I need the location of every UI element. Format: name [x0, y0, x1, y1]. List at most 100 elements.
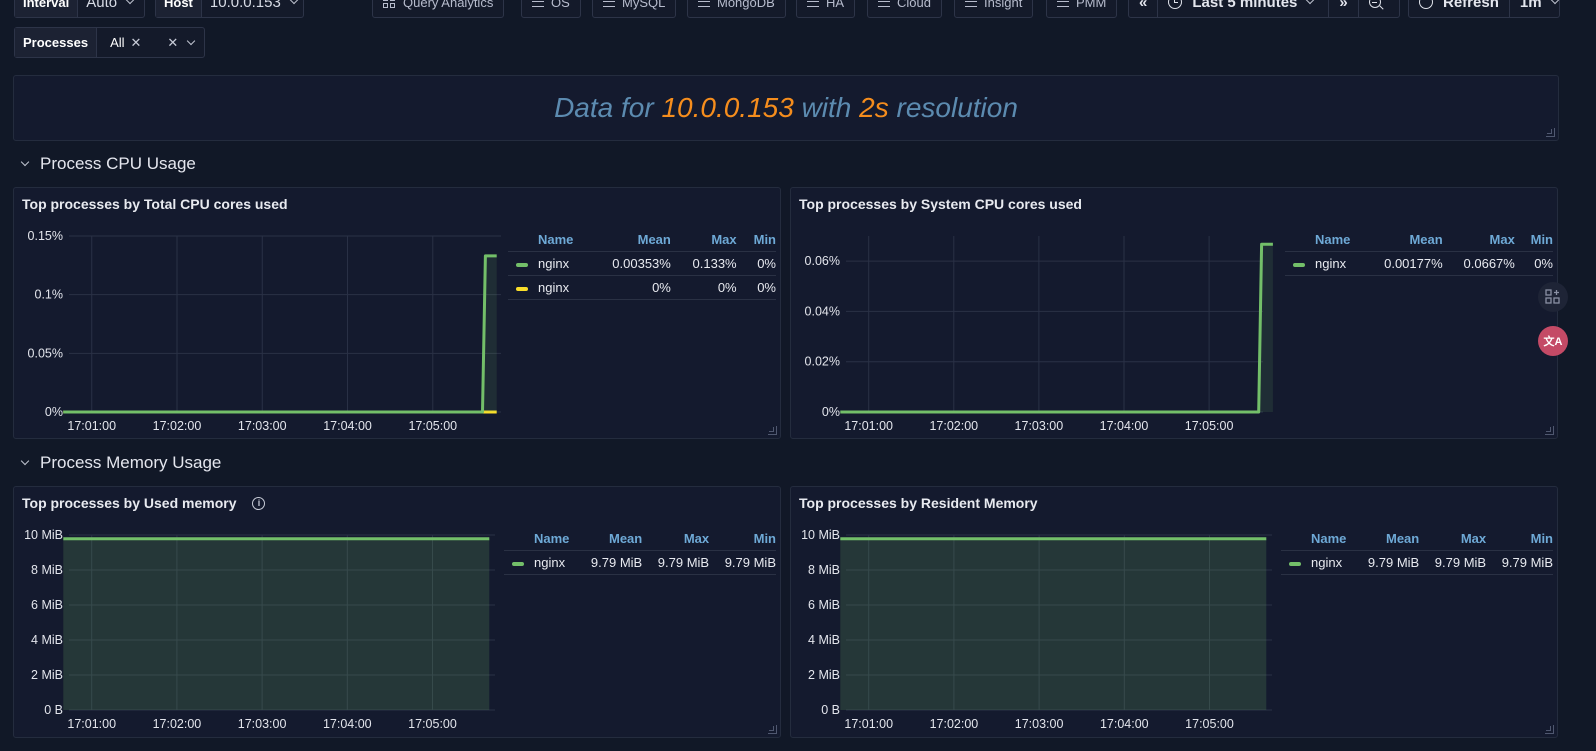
translate-glyph: 文A	[1543, 336, 1563, 348]
row-title: Process CPU Usage	[40, 154, 196, 173]
nav-mongodb[interactable]: MongoDB	[687, 0, 786, 18]
x-tick-label: 17:01:00	[844, 419, 893, 433]
interval-label: Interval	[15, 0, 79, 17]
legend-header-min[interactable]: Min	[1514, 228, 1553, 252]
refresh-button[interactable]: Refresh	[1409, 0, 1510, 17]
legend-header-name[interactable]: Name	[1281, 527, 1353, 551]
legend-series-name[interactable]: nginx	[508, 251, 588, 276]
legend-header-mean[interactable]: Mean	[587, 228, 671, 252]
legend-row[interactable]: nginx 0% 0% 0%	[508, 275, 776, 300]
legend-table: Name Mean Max Min nginx 0.00177% 0.0667% 0%	[1285, 228, 1553, 276]
nav-label: MySQL	[622, 0, 666, 10]
legend-header-row: Name Mean Max Min	[1281, 527, 1553, 551]
chevron-down-icon	[1306, 0, 1315, 5]
clear-icon[interactable]: ✕	[167, 34, 179, 50]
interval-selector[interactable]: Interval Auto	[14, 0, 145, 18]
banner-text: resolution	[888, 92, 1018, 123]
legend-series-name[interactable]: nginx	[1281, 550, 1353, 575]
refresh-interval-picker[interactable]: 1m	[1510, 0, 1568, 17]
y-tick-label: 4 MiB	[31, 633, 63, 647]
nav-cloud[interactable]: Cloud	[867, 0, 942, 18]
legend-header-min[interactable]: Min	[1486, 527, 1553, 551]
host-label: Host	[156, 0, 202, 17]
legend-row[interactable]: nginx 9.79 MiB 9.79 MiB 9.79 MiB	[504, 550, 776, 575]
info-icon[interactable]: i	[252, 496, 266, 510]
grid-icon	[383, 0, 396, 9]
legend-header-max[interactable]: Max	[1419, 527, 1487, 551]
legend-header-name[interactable]: Name	[1285, 228, 1362, 252]
x-tick-label: 17:01:00	[67, 717, 116, 731]
legend-header-mean[interactable]: Mean	[1352, 527, 1420, 551]
remove-chip-icon[interactable]: ✕	[130, 34, 142, 50]
resize-handle[interactable]	[1545, 725, 1554, 734]
legend-series-name[interactable]: nginx	[1285, 251, 1362, 276]
y-tick-label: 6 MiB	[31, 598, 63, 612]
resize-handle[interactable]	[1546, 128, 1555, 137]
nav-query-analytics[interactable]: Query Analytics	[372, 0, 505, 18]
legend-mean: 9.79 MiB	[1352, 550, 1420, 575]
panel-title-text: Top processes by Used memory	[22, 495, 237, 511]
series-line	[63, 254, 497, 414]
legend-header-name[interactable]: Name	[508, 228, 588, 252]
legend-series-name[interactable]: nginx	[504, 550, 576, 575]
chevron-down-icon	[1550, 0, 1559, 5]
x-tick-label: 17:02:00	[929, 419, 978, 433]
legend-series-name[interactable]: nginx	[508, 275, 588, 300]
legend-header-mean[interactable]: Mean	[1361, 228, 1443, 252]
x-tick-label: 17:03:00	[238, 717, 287, 731]
series-line	[840, 242, 1273, 414]
nav-ha[interactable]: HA	[796, 0, 856, 18]
nav-label: HA	[826, 0, 845, 10]
zoom-out-button[interactable]	[1359, 0, 1391, 17]
legend-min: 9.79 MiB	[1486, 550, 1553, 575]
processes-chip-all[interactable]: All ✕	[106, 33, 145, 53]
x-tick-label: 17:01:00	[67, 419, 116, 433]
row-process-memory-usage[interactable]: Process Memory Usage	[20, 453, 221, 473]
nav-label: Insight	[984, 0, 1023, 10]
banner-text: with	[793, 92, 860, 123]
top-toolbar: Interval Auto Host 10.0.0.153 Query Anal…	[0, 0, 1596, 20]
panel-title: Top processes by Resident Memory	[799, 495, 1038, 511]
legend-header-max[interactable]: Max	[642, 527, 710, 551]
resize-handle[interactable]	[1545, 426, 1554, 435]
series-swatch	[516, 262, 528, 267]
widget-add-icon[interactable]	[1538, 282, 1568, 312]
legend-header-max[interactable]: Max	[670, 228, 737, 252]
x-tick-label: 17:03:00	[1015, 717, 1064, 731]
chevron-down-icon[interactable]	[187, 36, 196, 45]
nav-pmm[interactable]: PMM	[1046, 0, 1118, 18]
legend-row[interactable]: nginx 0.00353% 0.133% 0%	[508, 251, 776, 276]
time-range-picker[interactable]: Last 5 minutes	[1158, 0, 1330, 17]
legend-header-min[interactable]: Min	[736, 228, 776, 252]
processes-filter[interactable]: Processes All ✕ ✕	[14, 27, 206, 58]
zoom-out-icon	[1368, 0, 1381, 8]
y-tick-label: 0 B	[44, 703, 63, 717]
legend-row[interactable]: nginx 0.00177% 0.0667% 0%	[1285, 251, 1553, 276]
shift-forward-button[interactable]: »	[1329, 0, 1359, 17]
legend-row[interactable]: nginx 9.79 MiB 9.79 MiB 9.79 MiB	[1281, 550, 1553, 575]
legend-min: 9.79 MiB	[709, 550, 776, 575]
banner-resolution: 2s	[859, 92, 889, 123]
legend-header-name[interactable]: Name	[504, 527, 576, 551]
nav-label: Query Analytics	[403, 0, 494, 10]
series-fill	[840, 538, 1267, 710]
series-swatch	[512, 561, 524, 566]
shift-back-button[interactable]: «	[1129, 0, 1159, 17]
row-process-cpu-usage[interactable]: Process CPU Usage	[20, 154, 196, 174]
host-selector[interactable]: Host 10.0.0.153	[155, 0, 304, 18]
panel-title: Top processes by Used memory i	[22, 495, 266, 511]
legend-header-mean[interactable]: Mean	[575, 527, 643, 551]
nav-mysql[interactable]: MySQL	[592, 0, 677, 18]
nav-label: Cloud	[897, 0, 931, 10]
legend-header-max[interactable]: Max	[1442, 228, 1515, 252]
resize-handle[interactable]	[768, 725, 777, 734]
translate-icon[interactable]: 文A	[1538, 326, 1568, 356]
legend-max: 9.79 MiB	[642, 550, 710, 575]
nav-os[interactable]: OS	[521, 0, 581, 18]
resize-handle[interactable]	[768, 426, 777, 435]
legend-table: Name Mean Max Min nginx 9.79 MiB 9.79 MiB 9.79 …	[504, 527, 776, 575]
y-tick-label: 2 MiB	[31, 668, 63, 682]
nav-insight[interactable]: Insight	[954, 0, 1034, 18]
legend-header-min[interactable]: Min	[709, 527, 776, 551]
legend-table: Name Mean Max Min nginx 0.00353% 0.133% 0% nginx…	[508, 228, 776, 300]
